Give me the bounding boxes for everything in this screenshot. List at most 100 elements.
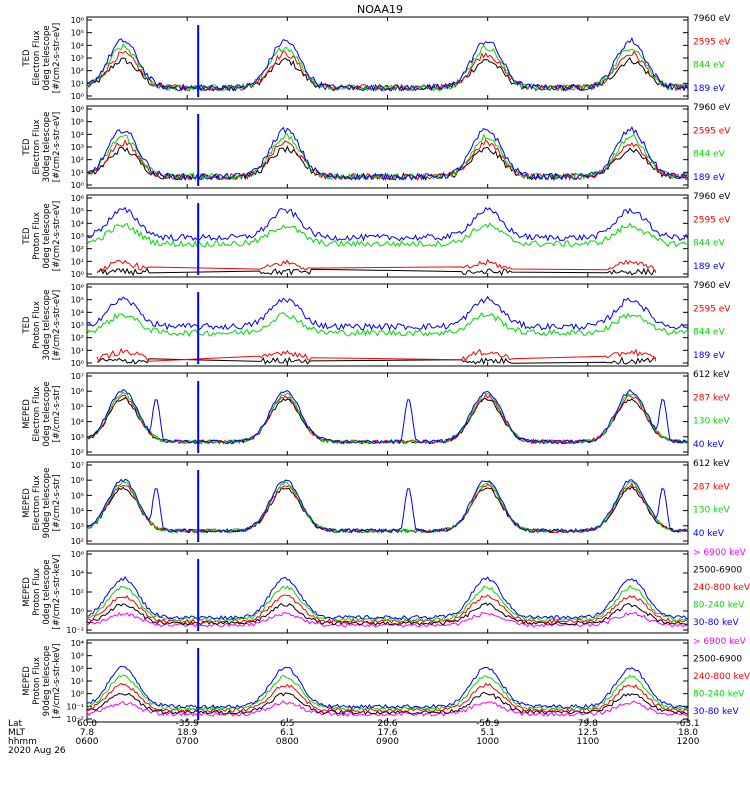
y-axis-label: MEPEDElectron Flux0deg telescope[#/cm2-s… bbox=[22, 381, 62, 446]
y-tick-label: 10² bbox=[71, 664, 84, 673]
x-value-hhmm: 0800 bbox=[276, 737, 299, 747]
y-axis-label-line: 0deg telescope bbox=[42, 25, 52, 90]
series-line bbox=[86, 125, 689, 182]
legend-entry: 240-800 keV bbox=[693, 583, 750, 593]
y-axis-label-line: 0deg telescope bbox=[42, 203, 52, 268]
y-axis-label-line: [#/cm2-s-str] bbox=[52, 386, 62, 443]
legend-entry: 130 keV bbox=[693, 506, 730, 516]
y-tick-label: 10² bbox=[71, 67, 84, 76]
y-axis-label-line: MEPED bbox=[22, 666, 32, 696]
panel-3: 10⁶ 10⁵ 10⁴ 10³ 10² 10¹ 10⁰ TEDProton Flux0deg … bbox=[22, 192, 731, 279]
series-line bbox=[86, 576, 689, 621]
y-tick-label: 10⁵ bbox=[71, 29, 84, 38]
y-tick-label: 10² bbox=[71, 588, 84, 597]
y-tick-label: 10¹ bbox=[71, 677, 84, 686]
y-axis-label-line: 90deg telescope bbox=[42, 468, 52, 539]
y-tick-label: 10⁻² bbox=[66, 715, 84, 724]
y-axis-label-line: TED bbox=[22, 49, 32, 68]
series-line bbox=[96, 267, 657, 277]
x-value-lat: 60.0 bbox=[77, 719, 97, 729]
y-tick-label: 10⁵ bbox=[71, 118, 84, 127]
y-tick-label: 10² bbox=[71, 334, 84, 343]
y-tick-label: 10⁰ bbox=[71, 92, 84, 101]
x-value-mlt: 18.0 bbox=[678, 728, 698, 738]
chart-title: NOAA19 bbox=[357, 3, 403, 16]
y-axis-label-line: Proton Flux bbox=[32, 568, 42, 616]
legend-entry: 844 eV bbox=[693, 328, 726, 338]
legend-entry: 2595 eV bbox=[693, 215, 731, 225]
legend-entry: 287 keV bbox=[693, 482, 730, 492]
legend-entry: 2500-6900 bbox=[693, 566, 742, 576]
series-line bbox=[96, 356, 656, 365]
y-axis-label-line: MEPED bbox=[22, 399, 32, 429]
y-axis-label-line: [#/cm2-s-str-keV] bbox=[52, 644, 62, 719]
series-line bbox=[87, 584, 689, 622]
panel-5: 10⁷ 10⁶ 10⁵ 10⁴ 10³ 10² MEPEDElectron Flux0deg… bbox=[22, 370, 730, 457]
legend-entry: 30-80 keV bbox=[693, 618, 739, 628]
panel-1: 10⁶ 10⁵ 10⁴ 10³ 10² 10¹ 10⁰ TEDElectron Flux0de… bbox=[22, 14, 731, 101]
y-tick-label: 10³ bbox=[71, 433, 84, 442]
y-axis-label-line: Proton Flux bbox=[32, 212, 42, 260]
y-axis-label-line: 0deg telescope bbox=[42, 381, 52, 446]
y-tick-label: 10² bbox=[71, 156, 84, 165]
series-line bbox=[86, 594, 689, 625]
x-row-label-mlt: MLT bbox=[8, 728, 26, 738]
y-tick-label: 10² bbox=[71, 448, 84, 457]
series-line bbox=[86, 691, 689, 716]
x-value-hhmm: 0600 bbox=[76, 737, 99, 747]
y-tick-label: 10⁷ bbox=[71, 461, 84, 470]
y-axis-label-line: 0deg telescope bbox=[42, 559, 52, 624]
x-value-mlt: 12.5 bbox=[578, 728, 598, 738]
y-axis-label: TEDProton Flux30deg telescope[#/cm2-s-st… bbox=[22, 290, 62, 361]
series-line bbox=[86, 37, 689, 93]
y-axis-label-line: [#/cm2-s-str-eV] bbox=[52, 201, 62, 271]
series-line bbox=[86, 388, 689, 445]
legend-entry: 40 keV bbox=[693, 529, 725, 539]
legend-entry: 2595 eV bbox=[693, 126, 731, 136]
y-tick-label: 10⁶ bbox=[71, 476, 84, 485]
legend-entry: 844 eV bbox=[693, 61, 726, 71]
x-row-label-hhmm: hhmm bbox=[8, 737, 37, 747]
y-tick-label: 10⁴ bbox=[71, 507, 84, 516]
y-axis-label-line: Electron Flux bbox=[32, 30, 42, 85]
series-line bbox=[86, 206, 689, 242]
y-tick-label: 10³ bbox=[71, 232, 84, 241]
y-axis-label-line: TED bbox=[22, 227, 32, 246]
y-axis-label-line: 30deg telescope bbox=[42, 290, 52, 361]
y-axis-label: MEPEDProton Flux90deg telescope[#/cm2-s-… bbox=[22, 644, 62, 719]
legend-entry: 40 keV bbox=[693, 440, 725, 450]
x-value-mlt: 17.6 bbox=[377, 728, 397, 738]
series-line bbox=[86, 478, 689, 534]
y-tick-label: 10⁵ bbox=[71, 402, 84, 411]
date-label: 2020 Aug 26 bbox=[8, 746, 66, 756]
panel-8: 10⁴ 10³ 10² 10¹ 10⁰ 10⁻¹ 10⁻² MEPEDProton Flux9… bbox=[22, 637, 750, 724]
y-tick-label: 10⁵ bbox=[71, 207, 84, 216]
y-tick-label: 10⁵ bbox=[71, 296, 84, 305]
y-axis-label-line: TED bbox=[22, 138, 32, 157]
series-line bbox=[86, 222, 689, 248]
y-tick-label: 10⁷ bbox=[71, 372, 84, 381]
series-line bbox=[86, 50, 689, 92]
y-tick-label: 10² bbox=[71, 537, 84, 546]
x-value-hhmm: 1100 bbox=[576, 737, 599, 747]
legend-entry: 7960 eV bbox=[693, 281, 731, 291]
x-value-lat: -50.9 bbox=[476, 719, 500, 729]
series-line bbox=[86, 700, 689, 717]
legend-entry: 189 eV bbox=[693, 351, 726, 361]
y-tick-label: 10⁰ bbox=[71, 270, 84, 279]
y-tick-label: 10⁰ bbox=[71, 690, 84, 699]
y-tick-label: 10⁶ bbox=[71, 105, 84, 114]
y-tick-label: 10⁶ bbox=[71, 194, 84, 203]
y-tick-label: 10⁰ bbox=[71, 359, 84, 368]
series-line bbox=[86, 43, 689, 92]
y-axis-label-line: Electron Flux bbox=[32, 119, 42, 174]
y-axis-label-line: [#/cm2-s-str-keV] bbox=[52, 555, 62, 630]
x-value-hhmm: 1200 bbox=[677, 737, 700, 747]
x-value-hhmm: 0900 bbox=[376, 737, 399, 747]
x-value-hhmm: 0700 bbox=[176, 737, 199, 747]
x-value-lat: 20.6 bbox=[377, 719, 397, 729]
y-tick-label: 10⁴ bbox=[71, 41, 84, 50]
y-tick-label: 10⁶ bbox=[71, 283, 84, 292]
y-axis-label-line: 30deg telescope bbox=[42, 112, 52, 183]
y-tick-label: 10⁵ bbox=[71, 491, 84, 500]
